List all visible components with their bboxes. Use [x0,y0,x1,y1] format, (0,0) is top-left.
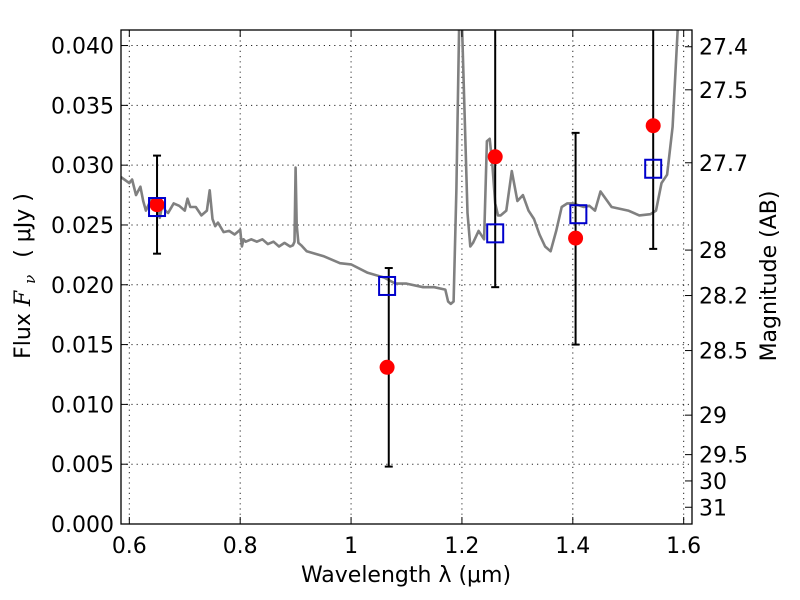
y-axis-label-prefix: Flux [11,306,36,359]
right-tick-label: 28.2 [699,285,748,310]
observed-point [150,197,165,212]
photometry-points-layer [149,118,661,375]
model-spectrum-line [121,22,684,304]
x-tick-label: 1.6 [666,534,701,559]
x-tick-label: 1.2 [444,534,479,559]
observed-point [380,360,395,375]
grid-lines [121,30,692,524]
right-tick-label: 27.5 [699,79,748,104]
x-tick-label: 1 [344,534,358,559]
y-tick-label: 0.040 [51,35,114,60]
model-spectrum-layer [121,22,684,304]
y-tick-label: 0.000 [51,513,114,538]
observed-point [646,118,661,133]
right-tick-label: 29 [699,404,727,429]
right-tick-label: 29.5 [699,444,748,469]
right-tick-label: 30 [699,470,727,495]
x-axis-label: Wavelength λ (μm) [301,563,511,588]
y-tick-label: 0.035 [51,94,114,119]
right-tick-label: 27.7 [699,152,748,177]
axis-ticks: 0.6 0.8 1 1.2 1.4 1.6 0.000 0.005 0.010 0.015 0.02… [51,30,748,559]
x-tick-label: 0.8 [223,534,258,559]
x-tick-label: 0.6 [112,534,147,559]
y-tick-label: 0.005 [51,453,114,478]
y-axis-label: Flux F ν ( μJy ) [11,193,41,359]
plot-frame [121,30,692,524]
y-axis-label-unit: ( μJy ) [11,193,36,258]
right-tick-label: 27.4 [699,36,748,61]
right-tick-label: 28 [699,239,727,264]
y-tick-label: 0.030 [51,154,114,179]
sed-chart: 0.6 0.8 1 1.2 1.4 1.6 0.000 0.005 0.010 0.015 0.02… [0,0,800,600]
y-axis-label-subscript: ν [21,275,39,284]
y-axis-label-symbol: F [11,290,36,307]
observed-point [488,149,503,164]
right-axis-label: Magnitude (AB) [757,191,782,362]
observed-point [568,231,583,246]
right-tick-label: 31 [699,496,727,521]
y-tick-label: 0.010 [51,393,114,418]
y-tick-label: 0.015 [51,334,114,359]
x-tick-label: 1.4 [555,534,590,559]
y-tick-label: 0.020 [51,274,114,299]
right-tick-label: 28.5 [699,340,748,365]
y-tick-label: 0.025 [51,214,114,239]
errorbar-layer [153,30,657,467]
